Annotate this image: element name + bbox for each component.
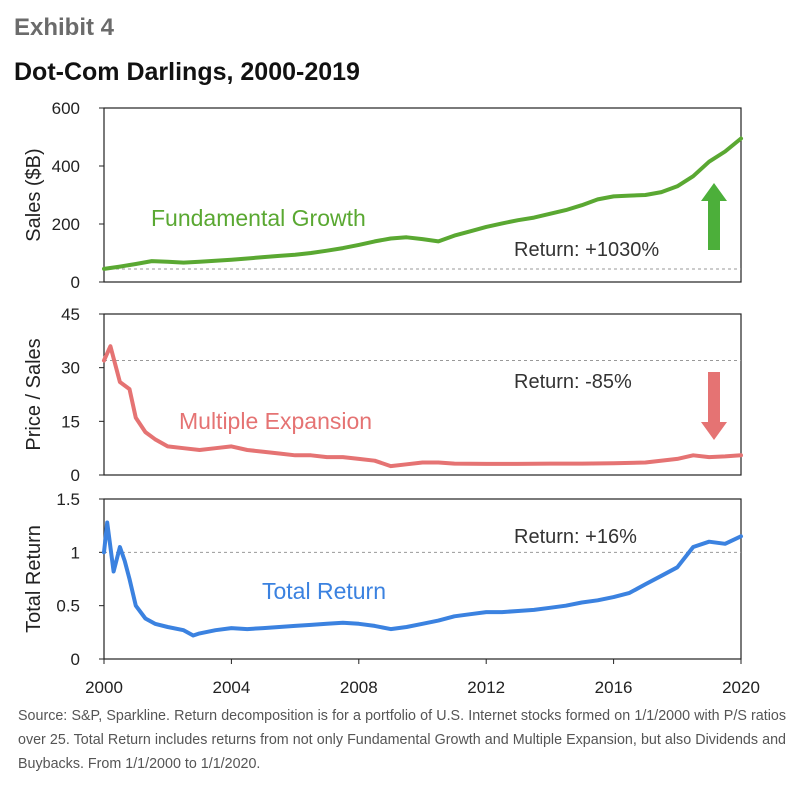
series-line-sales (102, 136, 743, 271)
y-axis-label: Total Return (23, 525, 45, 633)
series-label: Multiple Expansion (179, 408, 372, 434)
panel-sales: 0 200 400 600 Sales ($B) Fundamental Growth Re… (23, 99, 743, 292)
y-axis-label: Sales ($B) (23, 148, 45, 241)
y-tick-label: 0.5 (56, 597, 80, 616)
x-tick-label: 2004 (212, 678, 250, 697)
y-tick-label: 1 (71, 543, 80, 562)
y-tick-label: 1.5 (56, 490, 80, 509)
y-tick-label: 45 (61, 305, 80, 324)
x-tick-label: 2012 (467, 678, 505, 697)
series-line-total_return (102, 520, 743, 638)
arrow-up-icon (701, 183, 727, 250)
y-tick-label: 15 (61, 412, 80, 431)
y-tick-label: 0 (71, 466, 80, 485)
x-tick-label: 2020 (722, 678, 760, 697)
y-tick-label: 400 (52, 157, 80, 176)
x-tick-label: 2008 (340, 678, 378, 697)
x-tick-label: 2000 (85, 678, 123, 697)
arrow-down-icon (701, 372, 727, 440)
plot-frame (103, 107, 742, 283)
y-axis-label: Price / Sales (23, 338, 45, 450)
source-note: Source: S&P, Sparkline. Return decomposi… (18, 708, 786, 772)
panel-total_return: 0 0.5 1 1.5 Total Return Total Return Return: … (23, 490, 760, 697)
y-tick-label: 0 (71, 650, 80, 669)
panel-price_sales: 0 15 30 45 Price / Sales Multiple Expansion Re… (23, 305, 743, 485)
return-label: Return: -85% (514, 371, 632, 393)
return-label: Return: +1030% (514, 239, 659, 261)
plot-frame (103, 498, 742, 660)
exhibit-label: Exhibit 4 (14, 14, 115, 41)
y-tick-label: 200 (52, 215, 80, 234)
series-line-price_sales (102, 344, 743, 469)
series-label: Total Return (262, 578, 386, 604)
y-tick-label: 0 (71, 273, 80, 292)
plot-frame (103, 313, 742, 476)
y-tick-label: 30 (61, 359, 80, 378)
series-label: Fundamental Growth (151, 205, 366, 231)
return-label: Return: +16% (514, 526, 637, 548)
y-tick-label: 600 (52, 99, 80, 118)
chart-title: Dot-Com Darlings, 2000-2019 (14, 58, 360, 86)
x-tick-label: 2016 (595, 678, 633, 697)
